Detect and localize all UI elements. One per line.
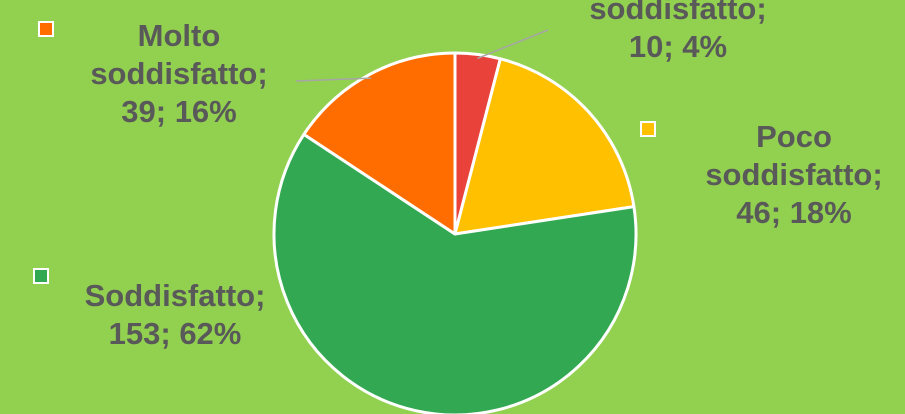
data-label-percent: 18%: [789, 195, 852, 230]
data-label-poco-soddisfatto: Poco soddisfatto; 46; 18%: [640, 118, 904, 232]
data-label-molto-soddisfatto: Molto soddisfatto; 39; 16%: [38, 17, 295, 131]
pie-slice-molto-soddisfatto: [302, 51, 457, 236]
data-label-value: 10: [628, 29, 664, 64]
data-label-value-line: 46; 18%: [736, 195, 852, 230]
legend-key-soddisfatto: [33, 268, 49, 284]
data-label-name-line: soddisfatto;: [589, 0, 767, 26]
leader-line-molto-soddisfatto: [295, 77, 372, 82]
data-label-value-line: 10; 4%: [628, 29, 728, 64]
pie-slice-poco-soddisfatto: [453, 57, 636, 236]
data-label-value-line: 153; 62%: [108, 316, 242, 351]
leader-line-per-nulla-soddisfatto: [477, 29, 549, 60]
data-label-name-line: Poco: [756, 119, 832, 154]
data-label-per-nulla-soddisfatto: soddisfatto; 10; 4%: [578, 0, 778, 66]
data-label-value-line: 39; 16%: [121, 94, 237, 129]
legend-key-poco-soddisfatto: [640, 121, 656, 137]
data-label-value: 39: [121, 94, 156, 129]
data-label-percent: 4%: [682, 29, 728, 64]
data-label-percent: 16%: [174, 94, 237, 129]
data-label-value: 46: [736, 195, 771, 230]
data-label-name-line: soddisfatto;: [90, 56, 268, 91]
data-label-value: 153: [108, 316, 161, 351]
legend-key-molto-soddisfatto: [38, 21, 54, 37]
data-label-soddisfatto: Soddisfatto; 153; 62%: [33, 268, 290, 353]
data-label-name-line: soddisfatto;: [705, 157, 883, 192]
data-label-percent: 62%: [179, 316, 242, 351]
pie-slice-soddisfatto: [272, 132, 638, 414]
data-label-name-line: Molto: [137, 18, 221, 53]
data-label-name-line: Soddisfatto;: [84, 278, 266, 313]
